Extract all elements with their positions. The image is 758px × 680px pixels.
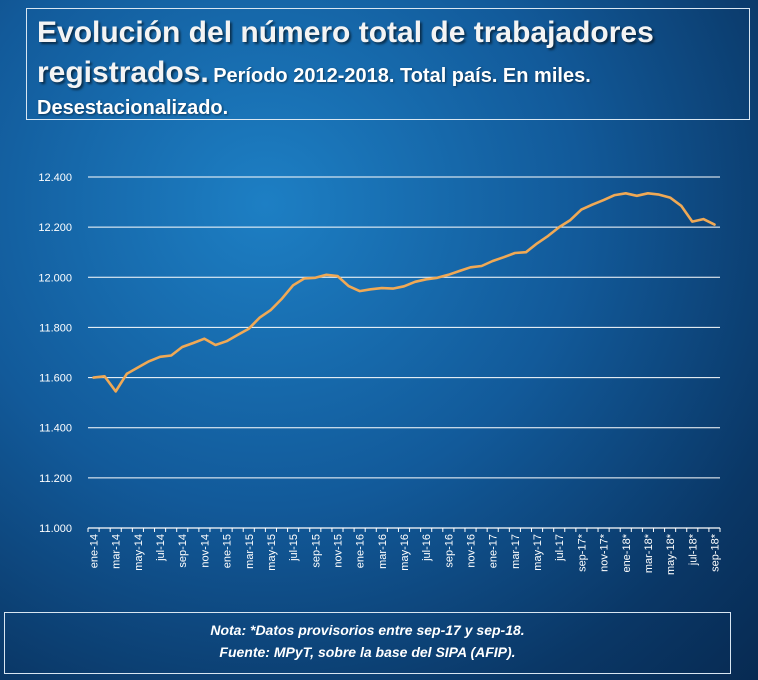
- x-tick-label: nov-14: [199, 534, 211, 568]
- x-tick-label: ene-14: [89, 534, 101, 568]
- y-axis-ticks: 11.000 11.200 11.400 11.600 11.800 12.000 12.2…: [38, 172, 72, 535]
- x-tick-label: mar-14: [111, 534, 123, 569]
- y-tick-label: 12.400: [38, 172, 72, 184]
- y-tick-label: 11.200: [39, 473, 72, 485]
- y-tick-label: 12.200: [38, 222, 72, 234]
- line-chart: 11.000 11.200 11.400 11.600 11.800 12.000 12.2…: [38, 172, 721, 575]
- x-tick-label: mar-18*: [643, 533, 655, 573]
- x-tick-label: sep-17*: [576, 533, 588, 572]
- y-tick-label: 11.800: [39, 322, 72, 334]
- footnote-box: Nota: *Datos provisorios entre sep-17 y …: [4, 612, 731, 674]
- x-tick-label: nov-16: [466, 534, 478, 568]
- y-tick-label: 11.600: [39, 373, 72, 385]
- x-tick-label: may-17: [532, 534, 544, 571]
- title-box: Evolución del número total de trabajador…: [26, 8, 750, 120]
- chart-title-main-part2: registrados.: [37, 56, 209, 89]
- x-axis-ticks: ene-14 mar-14 may-14 jul-14 sep-14 nov-14 ene-…: [87, 528, 721, 575]
- series-group: [92, 191, 716, 393]
- x-tick-label: ene-15: [222, 534, 234, 568]
- x-tick-label: sep-14: [177, 534, 189, 568]
- y-tick-label: 11.400: [39, 423, 72, 435]
- note-text: Nota: *Datos provisorios entre sep-17 y …: [210, 622, 525, 638]
- x-tick-label: ene-16: [355, 534, 367, 568]
- x-tick-label: nov-17*: [599, 533, 611, 572]
- x-tick-label: may-15: [266, 534, 278, 571]
- y-tick-label: 12.000: [38, 272, 72, 284]
- x-tick-label: mar-17: [510, 534, 522, 569]
- x-tick-label: sep-16: [443, 534, 455, 568]
- x-tick-label: may-18*: [665, 533, 677, 575]
- x-tick-label: jul-17: [554, 534, 566, 562]
- x-tick-label: may-14: [133, 534, 145, 571]
- x-tick-label: jul-15: [288, 534, 300, 562]
- x-tick-label: nov-15: [332, 534, 344, 568]
- x-tick-label: may-16: [399, 534, 411, 571]
- chart-subtitle-seasonal: Desestacionalizado.: [37, 97, 229, 119]
- chart-title-line2: registrados. Período 2012-2018. Total pa…: [37, 53, 739, 95]
- chart-title-line1: Evolución del número total de trabajador…: [37, 16, 654, 49]
- x-tick-label: jul-18*: [687, 533, 699, 566]
- x-tick-label: sep-15: [310, 534, 322, 568]
- source-text: Fuente: MPyT, sobre la base del SIPA (AF…: [219, 644, 516, 660]
- x-tick-label: ene-18*: [621, 533, 633, 572]
- x-tick-label: jul-16: [421, 534, 433, 562]
- x-tick-label: mar-16: [377, 534, 389, 569]
- x-tick-label: ene-17: [488, 534, 500, 568]
- x-tick-label: jul-14: [155, 534, 167, 562]
- x-tick-label: mar-15: [244, 534, 256, 569]
- series-line-trabajadores: [92, 191, 716, 393]
- chart-subtitle-period: Período 2012-2018. Total país. En miles.: [213, 65, 591, 87]
- chart-gridlines: [88, 176, 720, 479]
- y-tick-label: 11.000: [39, 523, 72, 535]
- x-tick-label: sep-18*: [709, 533, 721, 572]
